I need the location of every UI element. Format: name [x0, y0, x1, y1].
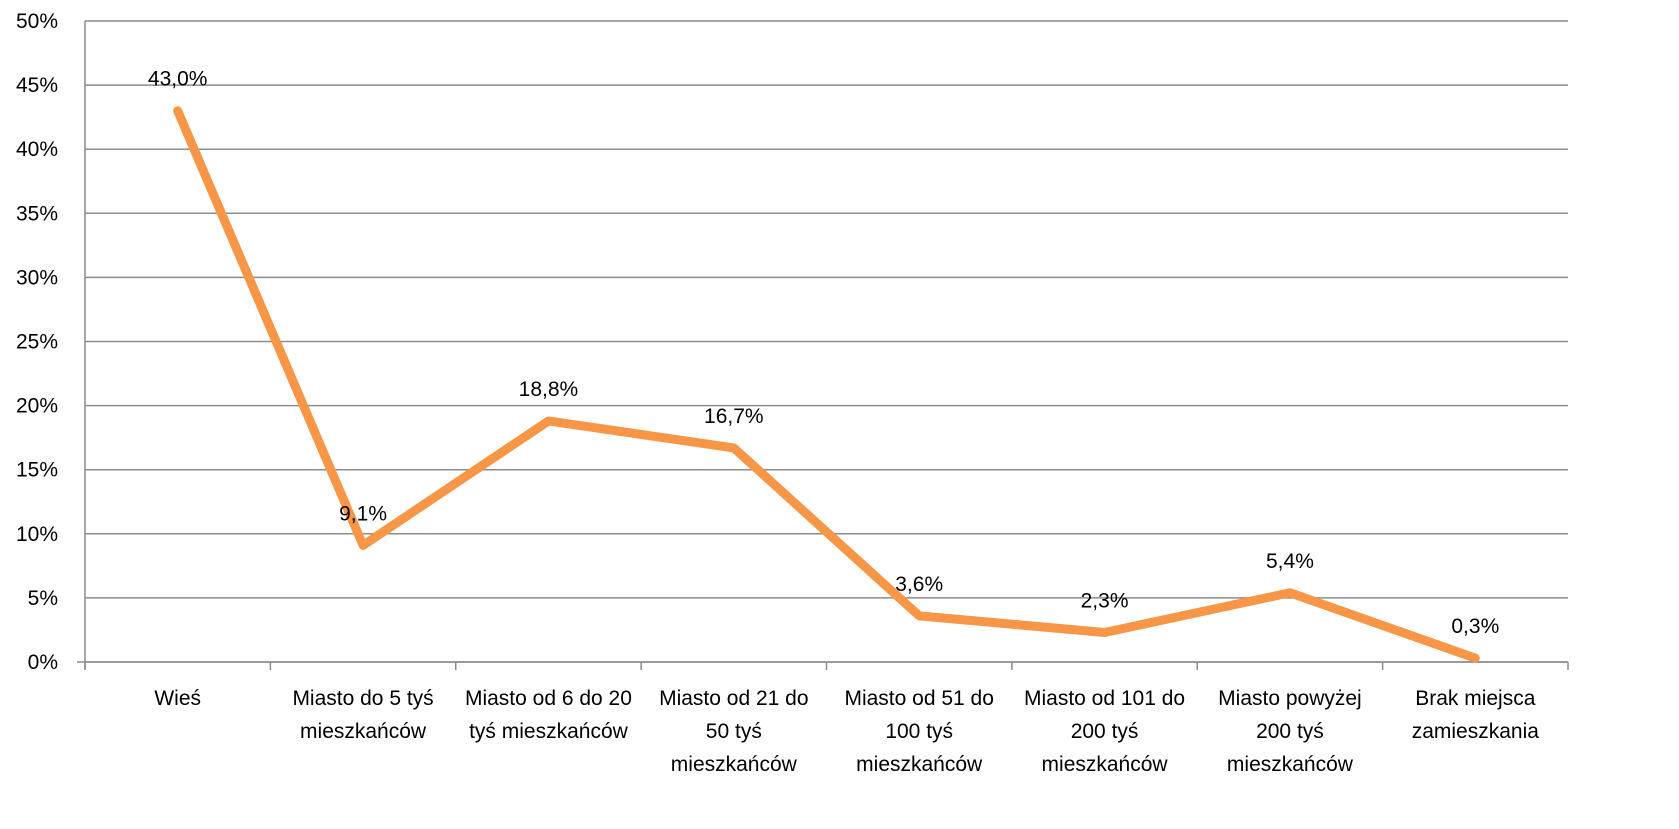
- y-tick-label: 5%: [28, 587, 58, 610]
- y-tick-label: 35%: [16, 202, 58, 225]
- y-tick-label: 45%: [16, 74, 58, 97]
- data-label: 9,1%: [339, 502, 387, 525]
- y-tick-label: 40%: [16, 138, 58, 161]
- data-label: 16,7%: [704, 405, 764, 428]
- x-tick-label: Miasto od 101 do 200 tyś mieszkańców: [1024, 687, 1185, 776]
- x-tick-label: Wieś: [154, 687, 201, 710]
- x-tick-label: Miasto do 5 tyś mieszkańców: [292, 687, 433, 743]
- data-label: 43,0%: [148, 68, 208, 91]
- y-tick-label: 20%: [16, 395, 58, 418]
- data-label: 2,3%: [1081, 590, 1129, 613]
- y-tick-label: 25%: [16, 331, 58, 354]
- x-tick-label: Brak miejsca zamieszkania: [1412, 687, 1540, 743]
- y-tick-label: 0%: [28, 651, 58, 674]
- line-series: [173, 106, 1480, 663]
- data-label: 0,3%: [1451, 615, 1499, 638]
- x-tick-label: Miasto od 51 do 100 tyś mieszkańców: [844, 687, 993, 776]
- data-label: 18,8%: [519, 378, 579, 401]
- data-label: 5,4%: [1266, 550, 1314, 573]
- y-tick-label: 10%: [16, 523, 58, 546]
- x-tick-label: Miasto od 21 do 50 tyś mieszkańców: [659, 687, 808, 776]
- x-tick-label: Miasto powyżej 200 tyś mieszkańców: [1218, 687, 1362, 776]
- y-tick-label: 50%: [16, 10, 58, 33]
- y-tick-label: 30%: [16, 266, 58, 289]
- data-label: 3,6%: [895, 573, 943, 596]
- y-tick-label: 15%: [16, 459, 58, 482]
- x-tick-label: Miasto od 6 do 20 tyś mieszkańców: [465, 687, 632, 743]
